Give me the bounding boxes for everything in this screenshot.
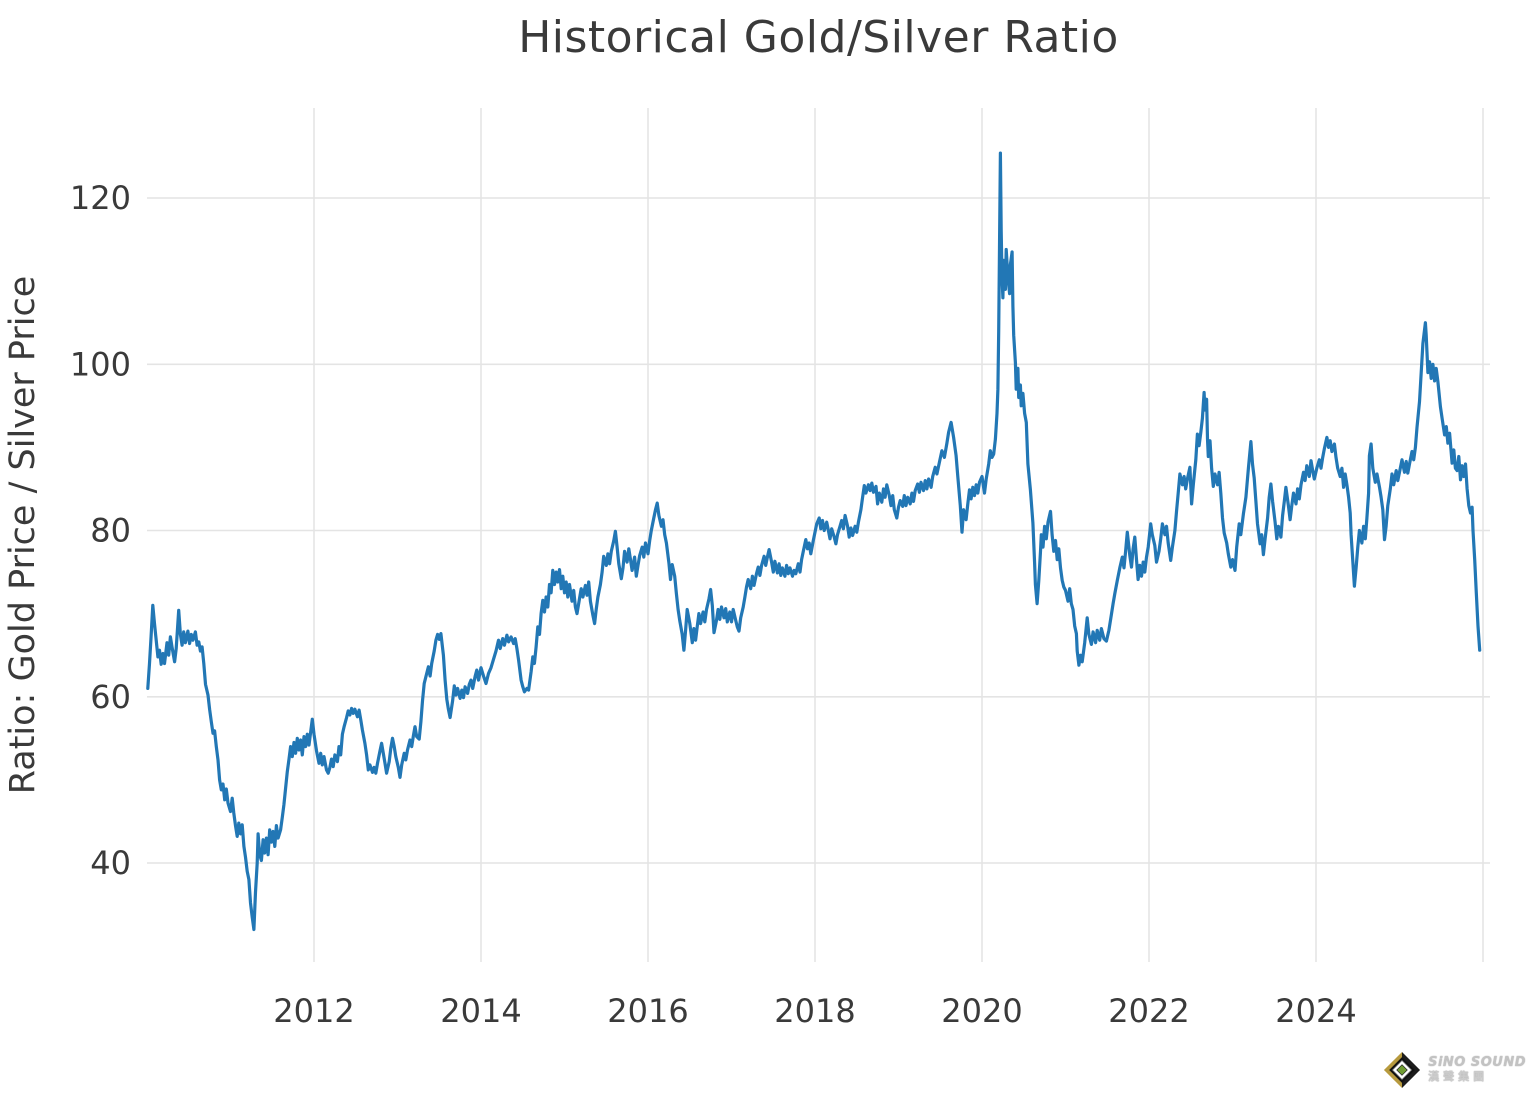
- watermark-text: SiNO SOUND 漢聲集團: [1428, 1055, 1526, 1084]
- y-axis-tick-labels: 40 60 80 100 120: [70, 179, 131, 882]
- svg-text:2012: 2012: [273, 992, 354, 1030]
- svg-text:100: 100: [70, 345, 131, 383]
- svg-text:2022: 2022: [1108, 992, 1189, 1030]
- chart-title: Historical Gold/Silver Ratio: [518, 12, 1119, 63]
- svg-text:2014: 2014: [440, 992, 521, 1030]
- svg-text:120: 120: [70, 179, 131, 217]
- x-axis-tick-labels: 2012 2014 2016 2018 2020 2022 2024: [273, 992, 1356, 1030]
- svg-text:2024: 2024: [1275, 992, 1356, 1030]
- svg-text:2016: 2016: [607, 992, 688, 1030]
- ratio-line-series: [146, 151, 1482, 932]
- svg-text:40: 40: [90, 844, 131, 882]
- svg-text:2020: 2020: [941, 992, 1022, 1030]
- sino-sound-logo-icon: [1384, 1051, 1421, 1089]
- grid-lines: [147, 108, 1490, 962]
- svg-text:80: 80: [90, 512, 131, 550]
- svg-text:60: 60: [90, 678, 131, 716]
- watermark: SiNO SOUND 漢聲集團: [1383, 1051, 1526, 1089]
- watermark-brand: SiNO SOUND: [1428, 1055, 1526, 1071]
- svg-text:2018: 2018: [774, 992, 855, 1030]
- watermark-chinese: 漢聲集團: [1428, 1070, 1489, 1084]
- y-axis-label: Ratio: Gold Price / Silver Price: [3, 276, 43, 795]
